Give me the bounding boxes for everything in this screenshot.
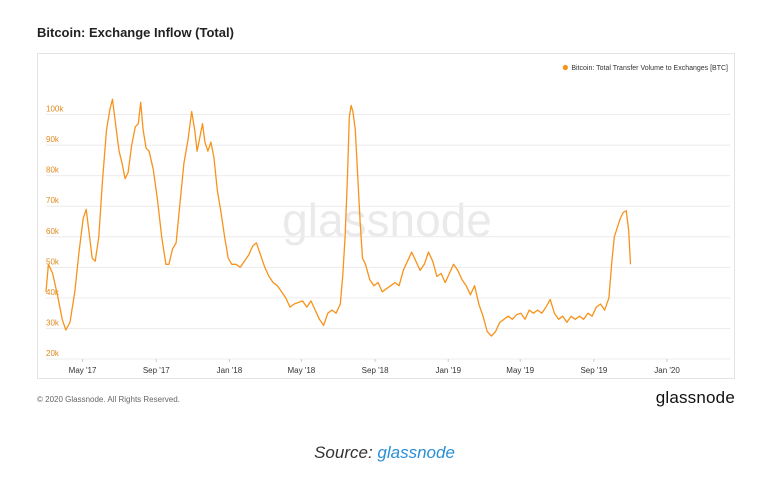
- x-tick-label: May '17: [69, 366, 97, 375]
- x-tick-label: Jan '19: [435, 366, 461, 375]
- x-tick-label: May '18: [287, 366, 315, 375]
- y-axis: 20k 30k 40k 50k 60k 70k 80k 90k 100k: [46, 105, 64, 358]
- source-link[interactable]: glassnode: [377, 443, 455, 462]
- x-tick-label: Jan '18: [217, 366, 243, 375]
- y-tick-label: 80k: [46, 166, 60, 175]
- copyright-text: © 2020 Glassnode. All Rights Reserved.: [37, 395, 180, 404]
- chart-panel: glassnode 20k 30k 40k 50k 60k 70k 80k 90k 100k M…: [37, 53, 735, 379]
- y-tick-label: 100k: [46, 105, 64, 114]
- legend-label: Bitcoin: Total Transfer Volume to Exchan…: [571, 65, 728, 72]
- x-tick-label: Sep '18: [362, 366, 389, 375]
- source-prefix: Source:: [314, 443, 378, 462]
- y-tick-label: 70k: [46, 196, 60, 205]
- series-line: [45, 98, 632, 337]
- x-tick-label: Sep '17: [143, 366, 170, 375]
- y-tick-label: 60k: [46, 227, 60, 236]
- y-tick-label: 20k: [46, 349, 60, 358]
- y-tick-label: 50k: [46, 257, 60, 266]
- legend[interactable]: Bitcoin: Total Transfer Volume to Exchan…: [562, 64, 728, 72]
- y-tick-label: 90k: [46, 135, 60, 144]
- x-axis: May '17 Sep '17 Jan '18 May '18 Sep '18 Jan '…: [69, 359, 680, 375]
- grid: [46, 114, 730, 360]
- y-tick-label: 40k: [46, 288, 60, 297]
- y-tick-label: 30k: [46, 318, 60, 327]
- legend-dot: [562, 64, 568, 71]
- chart-title: Bitcoin: Exchange Inflow (Total): [37, 25, 234, 40]
- glassnode-logo: glassnode: [655, 388, 735, 407]
- x-tick-label: Sep '19: [580, 366, 607, 375]
- source-caption: Source: glassnode: [0, 443, 769, 463]
- x-tick-label: May '19: [506, 366, 534, 375]
- watermark-text: glassnode: [282, 194, 492, 246]
- exchange-inflow-chart: glassnode 20k 30k 40k 50k 60k 70k 80k 90k 100k M…: [45, 64, 730, 375]
- x-tick-label: Jan '20: [654, 366, 680, 375]
